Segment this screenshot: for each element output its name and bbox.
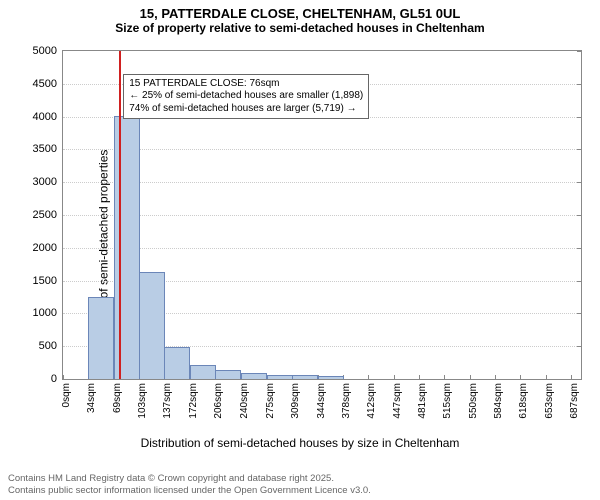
y-tick-label: 3000 bbox=[33, 176, 57, 188]
histogram-bar bbox=[267, 375, 293, 379]
histogram-bar bbox=[139, 272, 165, 379]
y-tick-mark bbox=[577, 84, 582, 85]
histogram-bar bbox=[318, 376, 344, 379]
x-tick-label: 34sqm bbox=[86, 383, 97, 413]
x-tick-mark bbox=[520, 375, 521, 380]
histogram-bar bbox=[215, 370, 241, 379]
gridline bbox=[63, 182, 581, 183]
x-tick-label: 240sqm bbox=[239, 383, 250, 419]
attribution-footer: Contains HM Land Registry data © Crown c… bbox=[8, 473, 371, 496]
x-tick-label: 584sqm bbox=[493, 383, 504, 419]
histogram-bar bbox=[241, 373, 267, 379]
y-tick-label: 3500 bbox=[33, 143, 57, 155]
annotation-box: 15 PATTERDALE CLOSE: 76sqm← 25% of semi-… bbox=[123, 74, 369, 120]
x-tick-label: 309sqm bbox=[290, 383, 301, 419]
histogram-bar bbox=[164, 347, 190, 379]
histogram-bar bbox=[292, 375, 318, 379]
x-tick-mark bbox=[470, 375, 471, 380]
property-marker-line bbox=[119, 51, 121, 379]
x-tick-label: 687sqm bbox=[569, 383, 580, 419]
x-tick-label: 550sqm bbox=[468, 383, 479, 419]
x-tick-mark bbox=[444, 375, 445, 380]
y-tick-mark bbox=[577, 313, 582, 314]
x-tick-label: 137sqm bbox=[162, 383, 173, 419]
y-tick-mark bbox=[577, 379, 582, 380]
x-tick-label: 447sqm bbox=[392, 383, 403, 419]
x-tick-label: 0sqm bbox=[61, 383, 72, 407]
x-tick-label: 206sqm bbox=[213, 383, 224, 419]
x-tick-mark bbox=[546, 375, 547, 380]
y-tick-label: 0 bbox=[51, 373, 57, 385]
gridline bbox=[63, 149, 581, 150]
gridline bbox=[63, 248, 581, 249]
x-tick-mark bbox=[495, 375, 496, 380]
annotation-line-1: ← 25% of semi-detached houses are smalle… bbox=[129, 90, 363, 103]
x-tick-label: 103sqm bbox=[137, 383, 148, 419]
y-tick-mark bbox=[577, 149, 582, 150]
x-tick-mark bbox=[571, 375, 572, 380]
y-tick-label: 4500 bbox=[33, 78, 57, 90]
page-title: 15, PATTERDALE CLOSE, CHELTENHAM, GL51 0… bbox=[0, 6, 600, 21]
x-axis-label: Distribution of semi-detached houses by … bbox=[0, 436, 600, 450]
x-tick-mark bbox=[368, 375, 369, 380]
histogram-bar bbox=[190, 365, 216, 379]
y-tick-mark bbox=[577, 117, 582, 118]
y-tick-mark bbox=[577, 346, 582, 347]
x-tick-mark bbox=[394, 375, 395, 380]
y-tick-mark bbox=[577, 182, 582, 183]
footer-line-1: Contains HM Land Registry data © Crown c… bbox=[8, 473, 371, 484]
y-tick-label: 5000 bbox=[33, 45, 57, 57]
y-tick-label: 4000 bbox=[33, 111, 57, 123]
x-tick-label: 653sqm bbox=[544, 383, 555, 419]
annotation-line-0: 15 PATTERDALE CLOSE: 76sqm bbox=[129, 78, 363, 91]
x-tick-label: 618sqm bbox=[518, 383, 529, 419]
x-tick-label: 69sqm bbox=[112, 383, 123, 413]
y-tick-label: 2000 bbox=[33, 242, 57, 254]
page-subtitle: Size of property relative to semi-detach… bbox=[0, 21, 600, 35]
histogram-bar bbox=[114, 116, 140, 379]
y-tick-mark bbox=[577, 281, 582, 282]
x-tick-mark bbox=[419, 375, 420, 380]
x-tick-label: 515sqm bbox=[442, 383, 453, 419]
annotation-line-2: 74% of semi-detached houses are larger (… bbox=[129, 103, 363, 116]
y-tick-label: 1500 bbox=[33, 275, 57, 287]
y-tick-label: 2500 bbox=[33, 209, 57, 221]
x-tick-mark bbox=[63, 375, 64, 380]
histogram-plot: 0500100015002000250030003500400045005000… bbox=[62, 50, 582, 380]
histogram-bar bbox=[88, 297, 114, 379]
x-tick-label: 481sqm bbox=[417, 383, 428, 419]
y-tick-label: 500 bbox=[39, 340, 57, 352]
y-tick-label: 1000 bbox=[33, 307, 57, 319]
x-tick-label: 172sqm bbox=[188, 383, 199, 419]
x-tick-label: 378sqm bbox=[341, 383, 352, 419]
footer-line-2: Contains public sector information licen… bbox=[8, 485, 371, 496]
y-tick-mark bbox=[577, 215, 582, 216]
gridline bbox=[63, 215, 581, 216]
x-tick-label: 344sqm bbox=[316, 383, 327, 419]
y-tick-mark bbox=[577, 51, 582, 52]
y-tick-mark bbox=[577, 248, 582, 249]
x-tick-label: 412sqm bbox=[366, 383, 377, 419]
x-tick-label: 275sqm bbox=[265, 383, 276, 419]
